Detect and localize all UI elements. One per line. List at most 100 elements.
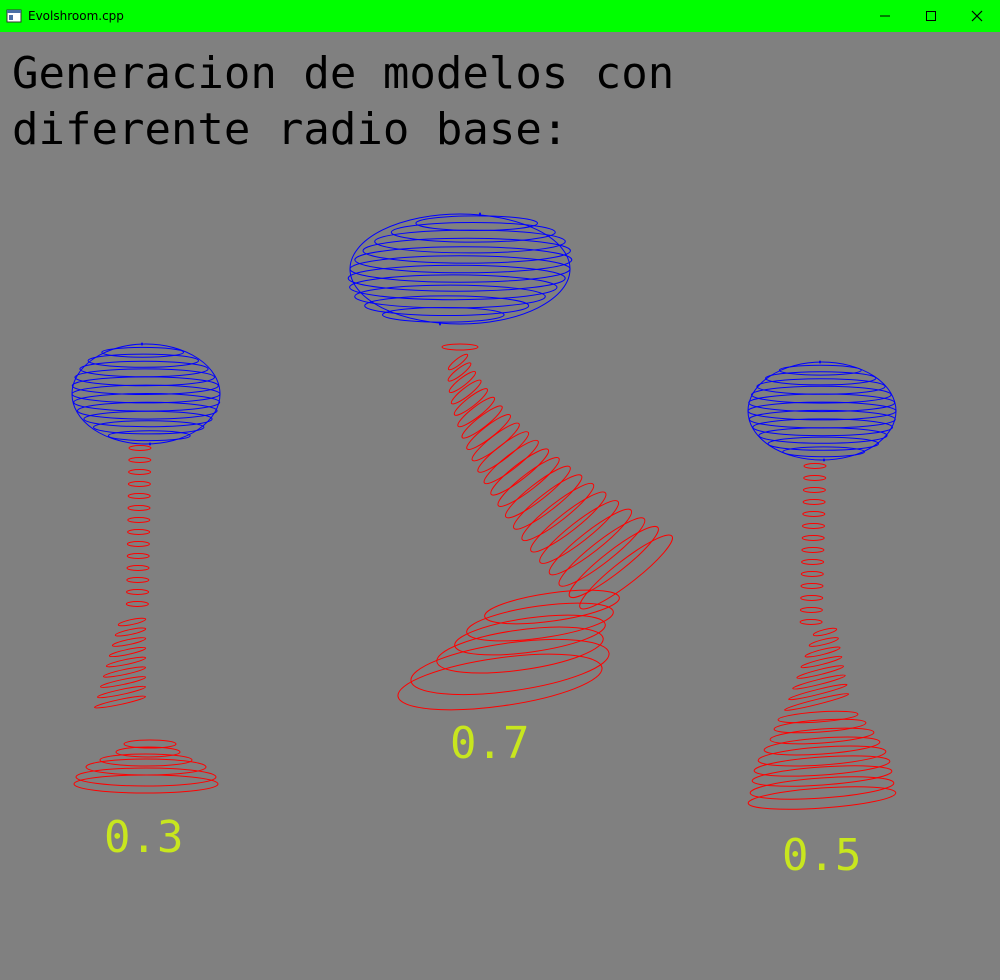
stem-ring <box>75 767 217 787</box>
stem-ring <box>105 656 147 668</box>
label-model-left: 0.3 <box>104 812 184 863</box>
stem-ring <box>747 786 897 810</box>
minimize-button[interactable] <box>862 0 908 32</box>
cap-ring <box>782 446 866 458</box>
heading-line-2: diferente radio base: <box>12 104 569 155</box>
cap-ring <box>382 307 505 323</box>
stem-ring <box>802 511 826 517</box>
stem-ring <box>802 487 826 493</box>
cap-ring <box>354 246 573 274</box>
cap-ring <box>765 371 877 386</box>
stem-ring <box>448 370 477 394</box>
stem-ring <box>769 727 875 745</box>
stem-ring <box>801 547 825 553</box>
stem-ring <box>466 602 614 642</box>
cap-ring <box>752 418 894 437</box>
cap-ring <box>74 368 215 387</box>
render-canvas[interactable]: Generacion de modelos con diferente radi… <box>0 32 1000 980</box>
cap-outline <box>71 343 221 445</box>
stem-ring <box>800 595 824 601</box>
cap-ring <box>71 376 219 396</box>
cap-ring <box>374 229 566 254</box>
heading-line-1: Generacion de modelos con <box>12 48 675 99</box>
stem-ring <box>471 422 520 462</box>
cap-ring <box>83 410 213 428</box>
stem-ring <box>568 525 659 599</box>
cap-outline <box>349 213 571 325</box>
stem-ring <box>784 693 850 711</box>
stem-ring <box>111 637 147 647</box>
close-button[interactable] <box>954 0 1000 32</box>
cap-ring <box>747 401 897 421</box>
mushroom-model-center <box>347 212 673 711</box>
stem-ring <box>450 379 482 405</box>
stem-ring <box>127 481 151 487</box>
stem-ring <box>777 710 859 724</box>
stem-ring <box>792 674 846 690</box>
minimize-icon <box>880 15 890 17</box>
stem-ring <box>799 619 823 625</box>
stem-ring <box>788 683 848 701</box>
stem-ring <box>802 499 826 505</box>
cap-ring <box>390 222 556 243</box>
stem-ring <box>753 755 891 777</box>
stem-ring <box>579 534 673 610</box>
stem-ring <box>558 517 646 587</box>
window-titlebar[interactable]: Evolshroom.cpp <box>0 0 1000 32</box>
stem-ring <box>483 439 539 485</box>
stem-ring <box>441 343 479 351</box>
stem-ring <box>123 739 177 749</box>
stem-ring <box>763 736 881 756</box>
stem-ring <box>457 396 496 428</box>
stem-ring <box>436 626 604 674</box>
cap-ring <box>362 237 571 264</box>
stem-ring <box>94 695 146 709</box>
maximize-button[interactable] <box>908 0 954 32</box>
cap-ring <box>778 364 862 376</box>
stem-ring <box>127 517 151 523</box>
stem-ring <box>128 445 152 451</box>
cap-ring <box>107 430 191 442</box>
stem-ring <box>108 646 147 658</box>
stem-ring <box>757 745 887 767</box>
stem-ring <box>521 482 595 542</box>
stem-ring <box>126 589 150 595</box>
cap-outline <box>747 361 897 461</box>
stem-ring <box>466 414 511 450</box>
cap-ring <box>87 353 200 368</box>
cap-ring <box>364 295 530 317</box>
cap-ring <box>349 274 558 301</box>
stem-ring <box>490 448 550 496</box>
stem-ring <box>447 362 472 382</box>
stem-ring <box>477 431 530 473</box>
stem-ring <box>751 765 893 787</box>
stem-ring <box>73 774 219 794</box>
stem-ring <box>128 457 152 463</box>
maximize-icon <box>926 11 936 21</box>
mushroom-scene <box>71 212 897 810</box>
stem-ring <box>410 638 610 696</box>
stem-ring <box>397 653 603 711</box>
stem-ring <box>803 463 827 469</box>
stem-ring <box>127 529 151 535</box>
stem-ring <box>800 571 824 577</box>
stem-ring <box>126 553 150 559</box>
stem-ring <box>126 577 150 583</box>
stem-ring <box>85 758 207 776</box>
stem-ring <box>453 388 489 416</box>
stem-ring <box>505 465 571 519</box>
stem-ring <box>530 491 607 553</box>
cap-ring <box>101 346 185 358</box>
cap-ring <box>347 264 566 292</box>
stem-ring <box>128 469 152 475</box>
stem-ring <box>126 565 150 571</box>
stem-ring <box>749 776 895 800</box>
stem-ring <box>461 405 503 439</box>
cap-ring <box>767 436 879 451</box>
stem-ring <box>484 589 620 625</box>
stem-ring <box>99 676 147 688</box>
stem-ring <box>125 601 149 607</box>
stem-ring <box>539 500 619 564</box>
cap-ring <box>93 420 205 435</box>
stem-ring <box>126 541 150 547</box>
